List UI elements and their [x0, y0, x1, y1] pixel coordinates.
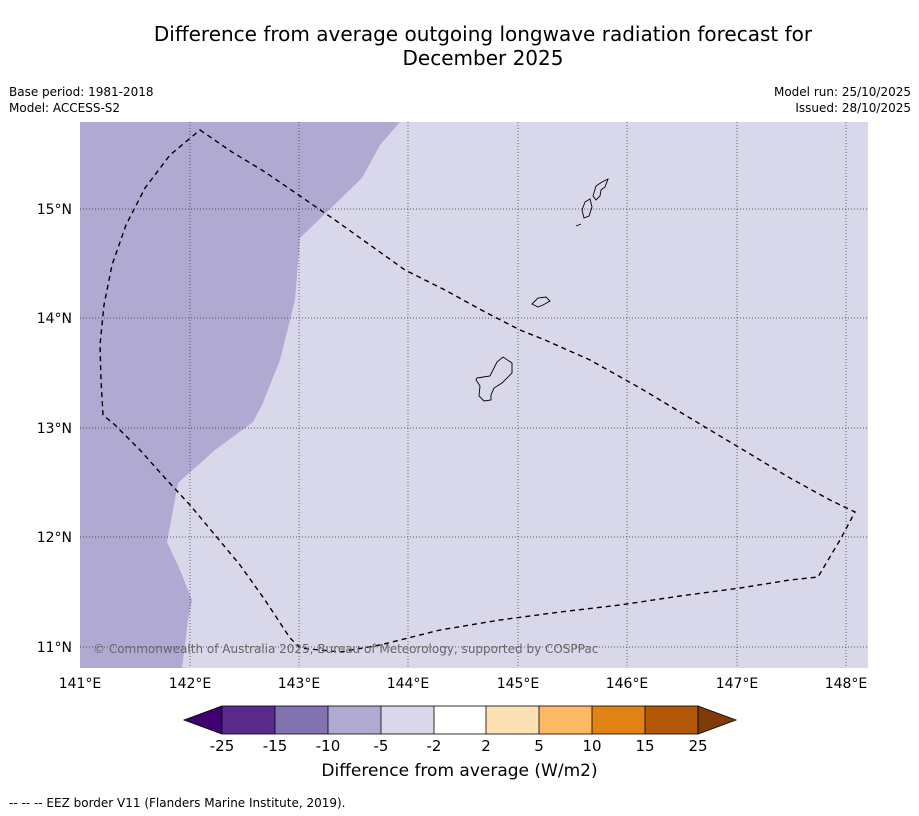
lon-label: 145°E: [497, 676, 540, 692]
lat-label: 12°N: [37, 530, 72, 546]
map-figure: © Commonwealth of Australia 2025, Bureau…: [37, 122, 868, 755]
colorbar-segment: [486, 706, 539, 734]
island-saipan: [592, 178, 609, 201]
map-panel: © Commonwealth of Australia 2025, Bureau…: [80, 122, 868, 668]
map-title: Difference from average outgoing longwav…: [0, 22, 919, 70]
colorbar-outline: [221, 705, 699, 735]
colorbar-tick: 25: [688, 737, 707, 755]
lat-label: 13°N: [37, 421, 72, 437]
colorbar-tick: 5: [534, 737, 544, 755]
eez-footnote: -- -- -- EEZ border V11 (Flanders Marine…: [9, 796, 346, 810]
colorbar-low-extend: [182, 705, 223, 735]
colorbar-segment: [434, 706, 486, 734]
colorbar-tick: -2: [427, 737, 442, 755]
lon-label: 143°E: [278, 676, 321, 692]
colorbar-segment: [381, 706, 434, 734]
colorbar-tick: -10: [316, 737, 341, 755]
colorbar-segment: [539, 706, 592, 734]
model-name: Model: ACCESS-S2: [9, 101, 121, 115]
lon-label: 147°E: [716, 676, 759, 692]
island-aguijan: [575, 223, 582, 227]
latitude-labels: 15°N 14°N 13°N 12°N 11°N: [37, 202, 72, 656]
colorbar-high-extend: [697, 705, 738, 735]
eez-border: [99, 129, 856, 653]
island-tinian: [581, 198, 593, 219]
gridlines: [80, 122, 868, 668]
issued-date: Issued: 28/10/2025: [795, 101, 911, 115]
colorbar-tick: -15: [263, 737, 288, 755]
colorbar-segment: [592, 706, 645, 734]
colorbar-tick: 15: [635, 737, 654, 755]
meta-right: Model run: 25/10/2025 Issued: 28/10/2025: [774, 84, 911, 116]
colorbar-title: Difference from average (W/m2): [321, 761, 598, 781]
lon-label: 146°E: [606, 676, 649, 692]
island-guam: [475, 356, 513, 402]
lon-label: 144°E: [387, 676, 430, 692]
longitude-labels: 141°E 142°E 143°E 144°E 145°E 146°E 147°…: [59, 676, 868, 692]
colorbar-tick: 10: [582, 737, 601, 755]
lon-label: 142°E: [169, 676, 212, 692]
colorbar-segment: [222, 706, 275, 734]
islands: [475, 178, 609, 402]
lat-label: 11°N: [37, 640, 72, 656]
title-line-1: Difference from average outgoing longwav…: [153, 22, 813, 46]
colorbar-tick: -25: [210, 737, 235, 755]
lat-label: 15°N: [37, 202, 72, 218]
negative-anomaly-region: [80, 122, 400, 668]
colorbar-segment: [645, 706, 698, 734]
colorbar-tick: -5: [374, 737, 389, 755]
model-run: Model run: 25/10/2025: [773, 85, 911, 99]
lon-label: 148°E: [825, 676, 868, 692]
lat-label: 14°N: [37, 311, 72, 327]
colorbar-tick: 2: [481, 737, 491, 755]
colorbar-segment: [328, 706, 381, 734]
colorbar: -25 -15 -10 -5 -2 2 5 10 15 25: [182, 705, 738, 755]
meta-left: Base period: 1981-2018 Model: ACCESS-S2: [9, 84, 154, 116]
base-period: Base period: 1981-2018: [9, 85, 154, 99]
colorbar-dividers: [274, 706, 646, 734]
colorbar-segment: [275, 706, 328, 734]
copyright-notice: © Commonwealth of Australia 2025, Bureau…: [93, 642, 598, 656]
lon-label: 141°E: [59, 676, 102, 692]
title-line-2: December 2025: [402, 46, 564, 70]
island-rota: [531, 296, 551, 308]
